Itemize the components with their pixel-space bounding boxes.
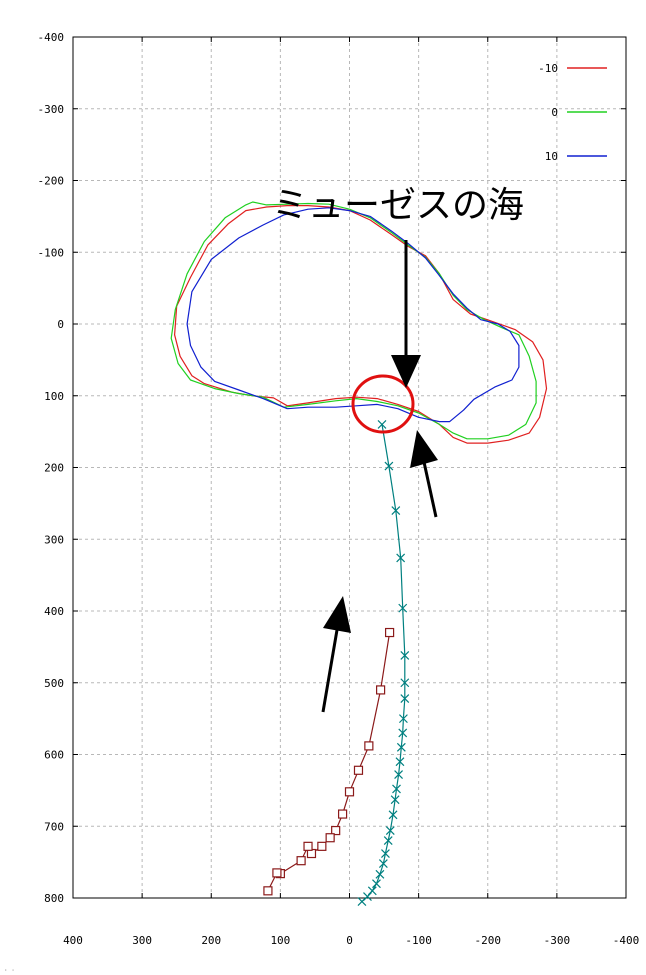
data-point-x (377, 420, 387, 429)
data-point-x (395, 757, 405, 767)
arrow-down (391, 240, 421, 388)
series-line-0 (170, 201, 537, 440)
y-tick-label: 500 (44, 677, 64, 690)
data-point-square (353, 765, 364, 775)
x-tick-label: 200 (201, 934, 221, 947)
highlight-circle (351, 374, 415, 434)
data-point-x (390, 795, 400, 805)
data-point-x (398, 728, 408, 738)
x-tick-label: -200 (475, 934, 502, 947)
x-tick-label: 0 (346, 934, 353, 947)
series-markers (263, 420, 410, 907)
data-point-x (400, 694, 410, 703)
data-point-x (384, 461, 394, 471)
arrow-up-left (410, 430, 438, 518)
data-point-square (263, 886, 273, 896)
data-point-x (357, 897, 367, 907)
legend-label: 10 (545, 150, 558, 163)
data-point-x (381, 849, 390, 858)
x-axis: 400 300 200 100 0 -100 -200 -300 -400 (63, 37, 639, 947)
footer-text: · · (4, 967, 15, 974)
y-tick-label: 200 (44, 462, 64, 475)
arrow-up-right (321, 596, 351, 713)
data-point-x (400, 678, 410, 688)
y-tick-label: -400 (38, 31, 65, 44)
x-tick-label: 100 (270, 934, 290, 947)
x-tick-label: 400 (63, 934, 83, 947)
data-point-x (383, 836, 393, 846)
data-point-square (384, 627, 395, 638)
series-line-track-3 (361, 424, 406, 903)
data-point-x (392, 784, 401, 794)
data-point-square (344, 787, 355, 797)
y-tick-label: 100 (44, 390, 64, 403)
x-tick-label: -100 (405, 934, 432, 947)
y-tick-label: -100 (38, 246, 65, 259)
y-tick-label: 700 (44, 820, 64, 833)
y-tick-label: -300 (38, 103, 65, 116)
data-point-x (391, 506, 401, 515)
y-tick-label: 800 (44, 892, 64, 905)
series-line-10 (186, 207, 520, 423)
series-lines (170, 201, 548, 903)
data-point-x (388, 810, 398, 820)
data-point-square (364, 741, 374, 751)
data-point-x (372, 879, 381, 889)
data-point-square (331, 825, 341, 836)
y-tick-label: 600 (44, 749, 64, 762)
data-point-x (385, 826, 395, 835)
legend: -10 0 10 (538, 62, 607, 163)
data-point-square (296, 856, 306, 866)
legend-label: -10 (538, 62, 558, 75)
data-point-x (400, 651, 410, 660)
data-point-square (376, 685, 386, 695)
data-point-square (337, 809, 348, 819)
data-point-x (396, 742, 406, 752)
y-tick-label: -200 (38, 175, 65, 188)
data-point-square (317, 841, 327, 851)
data-point-square (303, 841, 313, 851)
x-tick-label: 300 (132, 934, 152, 947)
data-point-x (396, 553, 406, 563)
x-tick-label: -300 (544, 934, 571, 947)
data-point-x (394, 770, 404, 780)
y-axis: -400-300-200-100010020030040050060070080… (38, 31, 626, 905)
data-point-x (398, 714, 408, 724)
data-point-x (398, 603, 408, 613)
data-point-square (272, 868, 282, 878)
grid (73, 37, 626, 898)
y-tick-label: 300 (44, 533, 64, 546)
x-tick-label: -400 (613, 934, 640, 947)
data-point-square (325, 833, 335, 843)
data-point-x (375, 869, 385, 879)
data-point-x (378, 859, 388, 868)
y-tick-label: 0 (57, 318, 64, 331)
y-tick-label: 400 (44, 605, 64, 618)
legend-label: 0 (551, 106, 558, 119)
overlay: ミューゼスの海 (272, 185, 524, 713)
annotation-label: ミューゼスの海 (272, 185, 524, 226)
data-point-x (367, 886, 377, 896)
